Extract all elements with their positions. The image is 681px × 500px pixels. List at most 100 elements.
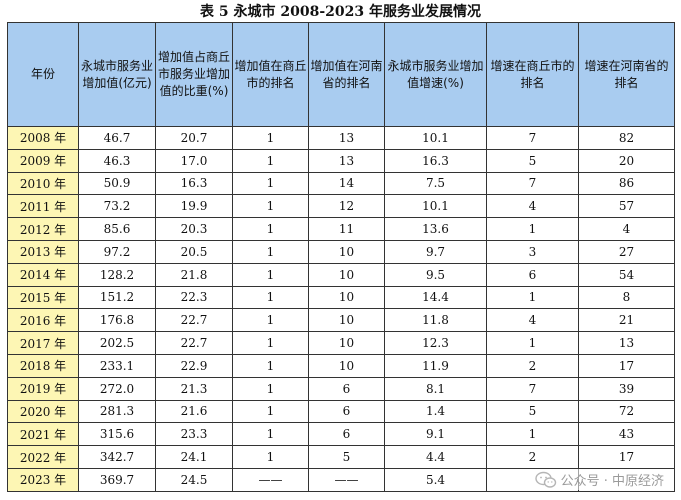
cell-growth-rank-shangqiu: 6: [486, 262, 579, 287]
table-header: 年份 永城市服务业增加值(亿元) 增加值占商丘市服务业增加值的比重(%) 增加值…: [7, 22, 675, 127]
cell-growth-rank-henan: 8: [578, 285, 675, 310]
cell-rank-henan: 10: [308, 353, 385, 378]
header-growth-rate: 永城市服务业增加值增速(%): [384, 22, 487, 127]
header-rank-shangqiu: 增加值在商丘市的排名: [232, 22, 309, 127]
cell-year: 2017 年: [7, 331, 79, 355]
cell-growth-rank-shangqiu: 4: [486, 308, 579, 333]
cell-rank-henan: 6: [308, 376, 385, 401]
cell-year: 2009 年: [7, 148, 79, 173]
cell-added-value: 85.6: [78, 217, 156, 241]
cell-growth-rank-shangqiu: 7: [486, 376, 579, 401]
cell-growth-rank-henan: 72: [578, 399, 675, 424]
cell-rank-shangqiu: 1: [232, 422, 309, 447]
cell-growth-rank-henan: 17: [578, 445, 675, 469]
cell-rank-shangqiu: 1: [232, 194, 309, 219]
cell-growth-rank-henan: 82: [578, 126, 675, 150]
table-row: 2020 年 281.3 21.6 1 6 1.4 5 72: [7, 399, 675, 424]
cell-growth-rate: 7.5: [384, 171, 487, 196]
cell-rank-henan: 10: [308, 285, 385, 310]
cell-rank-shangqiu: ——: [232, 467, 309, 492]
cell-growth-rank-shangqiu: 5: [486, 148, 579, 173]
cell-rank-shangqiu: 1: [232, 239, 309, 264]
cell-added-value: 233.1: [78, 353, 156, 378]
cell-rank-shangqiu: 1: [232, 262, 309, 287]
table-body: 2008 年 46.7 20.7 1 13 10.1 7 82 2009 年 46.3 17.0 1 1…: [7, 126, 675, 492]
table-row: 2017 年 202.5 22.7 1 10 12.3 1 13: [7, 331, 675, 355]
cell-growth-rank-henan: 4: [578, 217, 675, 241]
cell-share: 23.3: [155, 422, 233, 447]
cell-added-value: 342.7: [78, 445, 156, 469]
header-share-of-shangqiu: 增加值占商丘市服务业增加值的比重(%): [155, 22, 233, 127]
table-row: 2014 年 128.2 21.8 1 10 9.5 6 54: [7, 262, 675, 287]
cell-rank-shangqiu: 1: [232, 353, 309, 378]
cell-growth-rank-shangqiu: 5: [486, 399, 579, 424]
cell-growth-rate: 9.1: [384, 422, 487, 447]
cell-rank-henan: 14: [308, 171, 385, 196]
table-row: 2021 年 315.6 23.3 1 6 9.1 1 43: [7, 422, 675, 447]
cell-year: 2013 年: [7, 239, 79, 264]
cell-share: 21.3: [155, 376, 233, 401]
cell-year: 2018 年: [7, 353, 79, 378]
cell-growth-rank-shangqiu: 7: [486, 126, 579, 150]
cell-rank-henan: 12: [308, 194, 385, 219]
cell-rank-shangqiu: 1: [232, 148, 309, 173]
cell-growth-rank-henan: 43: [578, 422, 675, 447]
cell-added-value: 315.6: [78, 422, 156, 447]
cell-growth-rate: 5.4: [384, 467, 487, 492]
cell-share: 22.7: [155, 308, 233, 333]
cell-share: 17.0: [155, 148, 233, 173]
cell-year: 2022 年: [7, 445, 79, 469]
cell-growth-rank-henan: 27: [578, 239, 675, 264]
cell-year: 2014 年: [7, 262, 79, 287]
cell-year: 2020 年: [7, 399, 79, 424]
cell-year: 2011 年: [7, 194, 79, 219]
cell-share: 24.5: [155, 467, 233, 492]
cell-rank-henan: 10: [308, 262, 385, 287]
cell-growth-rank-shangqiu: 2: [486, 353, 579, 378]
header-year: 年份: [7, 22, 79, 127]
header-growth-rank-shangqiu: 增速在商丘市的排名: [486, 22, 579, 127]
cell-share: 24.1: [155, 445, 233, 469]
cell-rank-shangqiu: 1: [232, 331, 309, 355]
cell-rank-henan: 6: [308, 422, 385, 447]
cell-added-value: 281.3: [78, 399, 156, 424]
cell-growth-rank-henan: 57: [578, 194, 675, 219]
cell-year: 2015 年: [7, 285, 79, 310]
cell-growth-rate: 10.1: [384, 126, 487, 150]
service-industry-table: 年份 永城市服务业增加值(亿元) 增加值占商丘市服务业增加值的比重(%) 增加值…: [7, 22, 675, 492]
cell-growth-rate: 13.6: [384, 217, 487, 241]
cell-rank-henan: 10: [308, 308, 385, 333]
cell-rank-henan: 5: [308, 445, 385, 469]
cell-growth-rank-shangqiu: 2: [486, 445, 579, 469]
cell-growth-rate: 4.4: [384, 445, 487, 469]
cell-rank-shangqiu: 1: [232, 308, 309, 333]
cell-growth-rate: 11.8: [384, 308, 487, 333]
table-row: 2022 年 342.7 24.1 1 5 4.4 2 17: [7, 445, 675, 469]
cell-share: 19.9: [155, 194, 233, 219]
cell-added-value: 97.2: [78, 239, 156, 264]
header-rank-henan: 增加值在河南省的排名: [308, 22, 385, 127]
table-row: 2012 年 85.6 20.3 1 11 13.6 1 4: [7, 217, 675, 241]
cell-rank-henan: 6: [308, 399, 385, 424]
cell-share: 20.7: [155, 126, 233, 150]
cell-year: 2023 年: [7, 467, 79, 492]
cell-added-value: 272.0: [78, 376, 156, 401]
cell-year: 2012 年: [7, 217, 79, 241]
cell-rank-henan: 10: [308, 239, 385, 264]
table-row: 2023 年 369.7 24.5 —— —— 5.4: [7, 467, 675, 492]
cell-added-value: 46.3: [78, 148, 156, 173]
cell-growth-rank-shangqiu: 1: [486, 285, 579, 310]
cell-growth-rate: 14.4: [384, 285, 487, 310]
cell-share: 20.3: [155, 217, 233, 241]
cell-share: 22.9: [155, 353, 233, 378]
table-title: 表 5 永城市 2008-2023 年服务业发展情况: [200, 4, 481, 20]
cell-added-value: 73.2: [78, 194, 156, 219]
cell-growth-rank-shangqiu: 1: [486, 217, 579, 241]
cell-growth-rank-henan: 39: [578, 376, 675, 401]
cell-growth-rate: 9.5: [384, 262, 487, 287]
cell-added-value: 128.2: [78, 262, 156, 287]
cell-rank-henan: 10: [308, 331, 385, 355]
cell-year: 2008 年: [7, 126, 79, 150]
cell-growth-rate: 1.4: [384, 399, 487, 424]
table-row: 2015 年 151.2 22.3 1 10 14.4 1 8: [7, 285, 675, 310]
